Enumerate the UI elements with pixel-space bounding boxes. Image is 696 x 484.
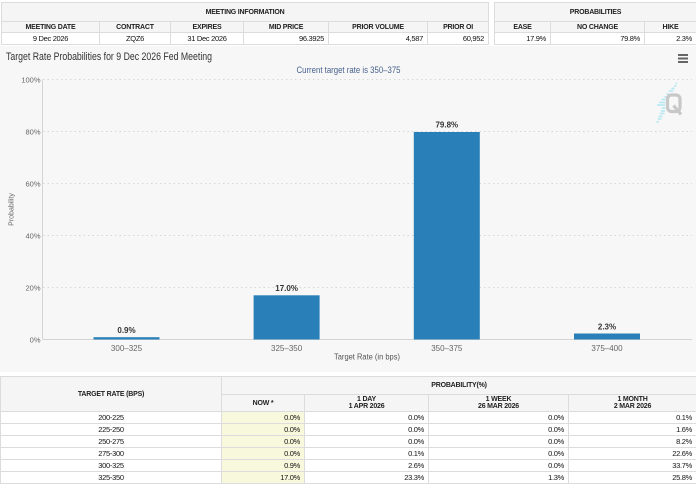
svg-text:17.0%: 17.0% xyxy=(275,284,298,293)
svg-text:Current target rate is 350–375: Current target rate is 350–375 xyxy=(297,65,401,76)
svg-text:325–350: 325–350 xyxy=(271,344,303,353)
svg-text:350–375: 350–375 xyxy=(431,344,463,353)
svg-text:20%: 20% xyxy=(25,284,40,293)
svg-text:0.9%: 0.9% xyxy=(117,326,135,335)
svg-text:79.8%: 79.8% xyxy=(435,121,458,130)
svg-text:Target Rate (in bps): Target Rate (in bps) xyxy=(334,353,400,362)
svg-text:40%: 40% xyxy=(25,232,40,241)
svg-text:100%: 100% xyxy=(21,76,41,85)
svg-text:300–325: 300–325 xyxy=(111,344,143,353)
svg-text:375–400: 375–400 xyxy=(591,344,623,353)
svg-text:60%: 60% xyxy=(25,180,40,189)
svg-text:Probability: Probability xyxy=(9,193,16,226)
svg-text:0%: 0% xyxy=(30,336,41,345)
svg-text:2.3%: 2.3% xyxy=(598,323,616,332)
svg-text:80%: 80% xyxy=(25,128,40,137)
svg-text:Target Rate Probabilities for: Target Rate Probabilities for 9 Dec 2026… xyxy=(6,51,212,63)
